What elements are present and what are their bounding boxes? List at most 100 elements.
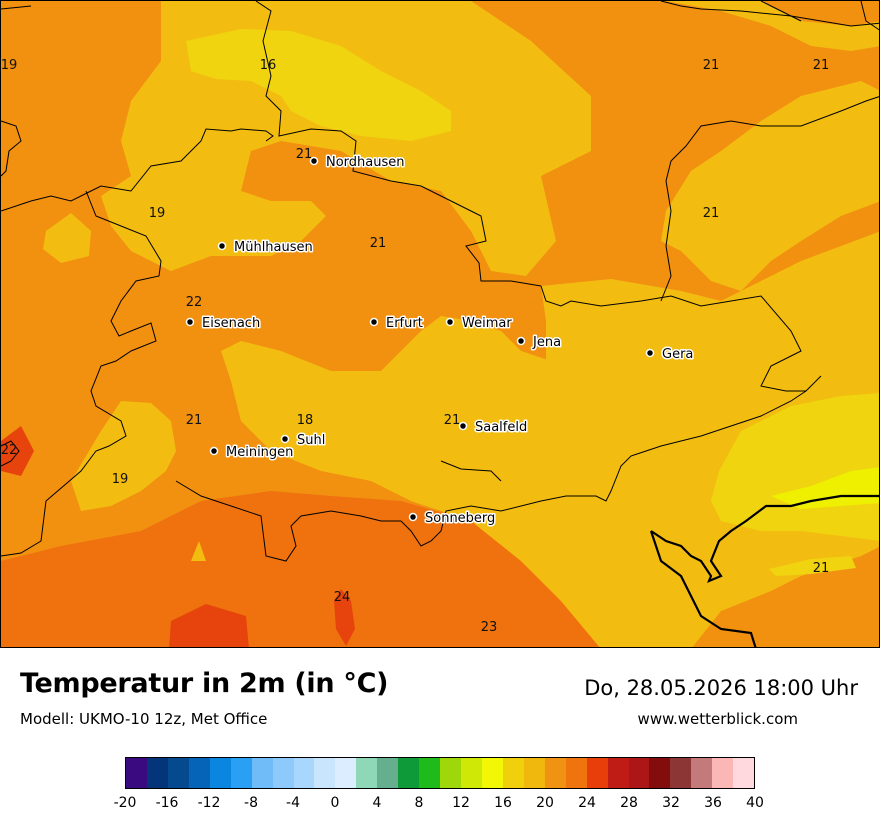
legend-swatch bbox=[712, 758, 734, 788]
legend-tick-label: -8 bbox=[244, 795, 258, 811]
city-label: Meiningen bbox=[226, 445, 293, 460]
state-border-north bbox=[1, 1, 542, 287]
city-marker[interactable] bbox=[408, 512, 418, 522]
city-label: Eisenach bbox=[202, 316, 260, 331]
legend-swatch bbox=[670, 758, 692, 788]
legend-swatch bbox=[586, 758, 608, 788]
field-16-18-north bbox=[186, 29, 451, 141]
temperature-value-label: 22 bbox=[1, 443, 17, 458]
legend-tick-label: 16 bbox=[494, 795, 512, 811]
forecast-datetime: Do, 28.05.2026 18:00 Uhr bbox=[584, 676, 858, 700]
city-label: Mühlhausen bbox=[234, 240, 313, 255]
temperature-value-label: 19 bbox=[149, 206, 166, 221]
field-24-spot-3 bbox=[1, 426, 34, 476]
temperature-value-label: 21 bbox=[813, 561, 830, 576]
temperature-value-label: 19 bbox=[1, 58, 17, 73]
city-label: Saalfeld bbox=[475, 420, 527, 435]
legend-tick-label: 40 bbox=[746, 795, 764, 811]
city-label: Suhl bbox=[297, 433, 325, 448]
legend-swatch bbox=[314, 758, 336, 788]
city-marker[interactable] bbox=[309, 156, 319, 166]
legend-tick-label: 0 bbox=[330, 795, 340, 811]
temperature-value-label: 21 bbox=[703, 206, 720, 221]
legend-swatch bbox=[440, 758, 461, 788]
legend-tick-label: -20 bbox=[113, 795, 137, 811]
city-label: Nordhausen bbox=[326, 155, 405, 170]
temperature-value-label: 21 bbox=[703, 58, 720, 73]
legend-swatch bbox=[523, 758, 545, 788]
legend-swatch bbox=[272, 758, 294, 788]
temperature-value-label: 21 bbox=[444, 413, 461, 428]
temperature-value-label: 21 bbox=[186, 413, 203, 428]
field-18-20-ne-corner bbox=[666, 1, 879, 51]
legend-swatch bbox=[502, 758, 524, 788]
city-marker[interactable] bbox=[458, 421, 468, 431]
legend-swatch bbox=[209, 758, 231, 788]
city-marker[interactable] bbox=[185, 317, 195, 327]
city-marker[interactable] bbox=[280, 434, 290, 444]
legend-swatch bbox=[146, 758, 168, 788]
legend-swatch bbox=[377, 758, 399, 788]
city-label: Erfurt bbox=[386, 316, 423, 331]
legend-swatch bbox=[126, 758, 147, 788]
field-18-20-east-bulge bbox=[661, 81, 879, 291]
city-marker[interactable] bbox=[369, 317, 379, 327]
field-16-18-se-strip bbox=[769, 556, 856, 576]
legend-swatch bbox=[691, 758, 713, 788]
field-22-24-south bbox=[1, 491, 600, 647]
legend-swatch bbox=[481, 758, 503, 788]
legend-swatch bbox=[167, 758, 189, 788]
legend-tick-label: -12 bbox=[197, 795, 221, 811]
legend-tick-label: 32 bbox=[662, 795, 680, 811]
model-info: Modell: UKMO-10 12z, Met Office bbox=[20, 710, 268, 728]
field-18-20-southwest bbox=[71, 401, 176, 511]
legend-tick-label: 36 bbox=[704, 795, 722, 811]
cities-layer: Nordhausen Mühlhausen Eisenach Erfurt Weimar… bbox=[185, 154, 695, 528]
website-link[interactable]: www.wetterblick.com bbox=[637, 710, 798, 728]
city-marker[interactable] bbox=[516, 336, 526, 346]
legend-swatch bbox=[607, 758, 629, 788]
map-canvas: Nordhausen Mühlhausen Eisenach Erfurt Weimar… bbox=[1, 1, 879, 647]
legend-tick-label: 20 bbox=[536, 795, 554, 811]
field-18-20-south-tongue bbox=[191, 541, 206, 561]
legend-tick-label: 4 bbox=[372, 795, 382, 811]
city-marker[interactable] bbox=[645, 348, 655, 358]
city-marker[interactable] bbox=[445, 317, 455, 327]
border-inner-cut bbox=[440, 460, 502, 482]
map-title: Temperatur in 2m (in °C) bbox=[20, 668, 389, 699]
field-18-20-east bbox=[221, 231, 879, 647]
legend-swatch bbox=[251, 758, 273, 788]
field-14-16-east bbox=[771, 467, 879, 509]
legend-swatch bbox=[398, 758, 420, 788]
field-18-20-west-blob bbox=[43, 213, 91, 263]
temperature-value-label: 21 bbox=[370, 236, 387, 251]
field-24-spot-2 bbox=[334, 589, 355, 646]
temperature-value-label: 18 bbox=[297, 413, 314, 428]
legend-tick-label: 12 bbox=[452, 795, 470, 811]
temperature-value-label: 21 bbox=[296, 147, 313, 162]
field-20-22-nw-blob bbox=[86, 66, 101, 96]
city-marker[interactable] bbox=[209, 446, 219, 456]
temperature-value-label: 24 bbox=[334, 590, 351, 605]
city-label: Gera bbox=[662, 347, 693, 362]
border-top-right bbox=[760, 1, 879, 31]
legend-swatch bbox=[733, 758, 755, 788]
legend-swatch bbox=[419, 758, 441, 788]
legend-swatch bbox=[293, 758, 315, 788]
temperature-value-label: 23 bbox=[481, 620, 498, 635]
legend-swatch bbox=[188, 758, 210, 788]
state-border-west bbox=[1, 120, 274, 557]
legend-tick-label: -4 bbox=[286, 795, 300, 811]
legend-swatch bbox=[356, 758, 378, 788]
color-legend bbox=[125, 757, 755, 789]
legend-swatch bbox=[335, 758, 357, 788]
temperature-value-label: 22 bbox=[186, 295, 203, 310]
state-border-northeast bbox=[660, 1, 879, 302]
city-label: Jena bbox=[532, 335, 561, 350]
city-marker[interactable] bbox=[217, 241, 227, 251]
state-border-east bbox=[540, 285, 822, 392]
temperature-map[interactable]: Nordhausen Mühlhausen Eisenach Erfurt Weimar… bbox=[0, 0, 880, 648]
legend-swatch bbox=[565, 758, 587, 788]
legend-tick-labels: -20 -16 -12 -8 -4 0 4 8 12 16 20 24 28 32 36 40 bbox=[114, 795, 764, 815]
temperature-value-label: 16 bbox=[260, 58, 277, 73]
